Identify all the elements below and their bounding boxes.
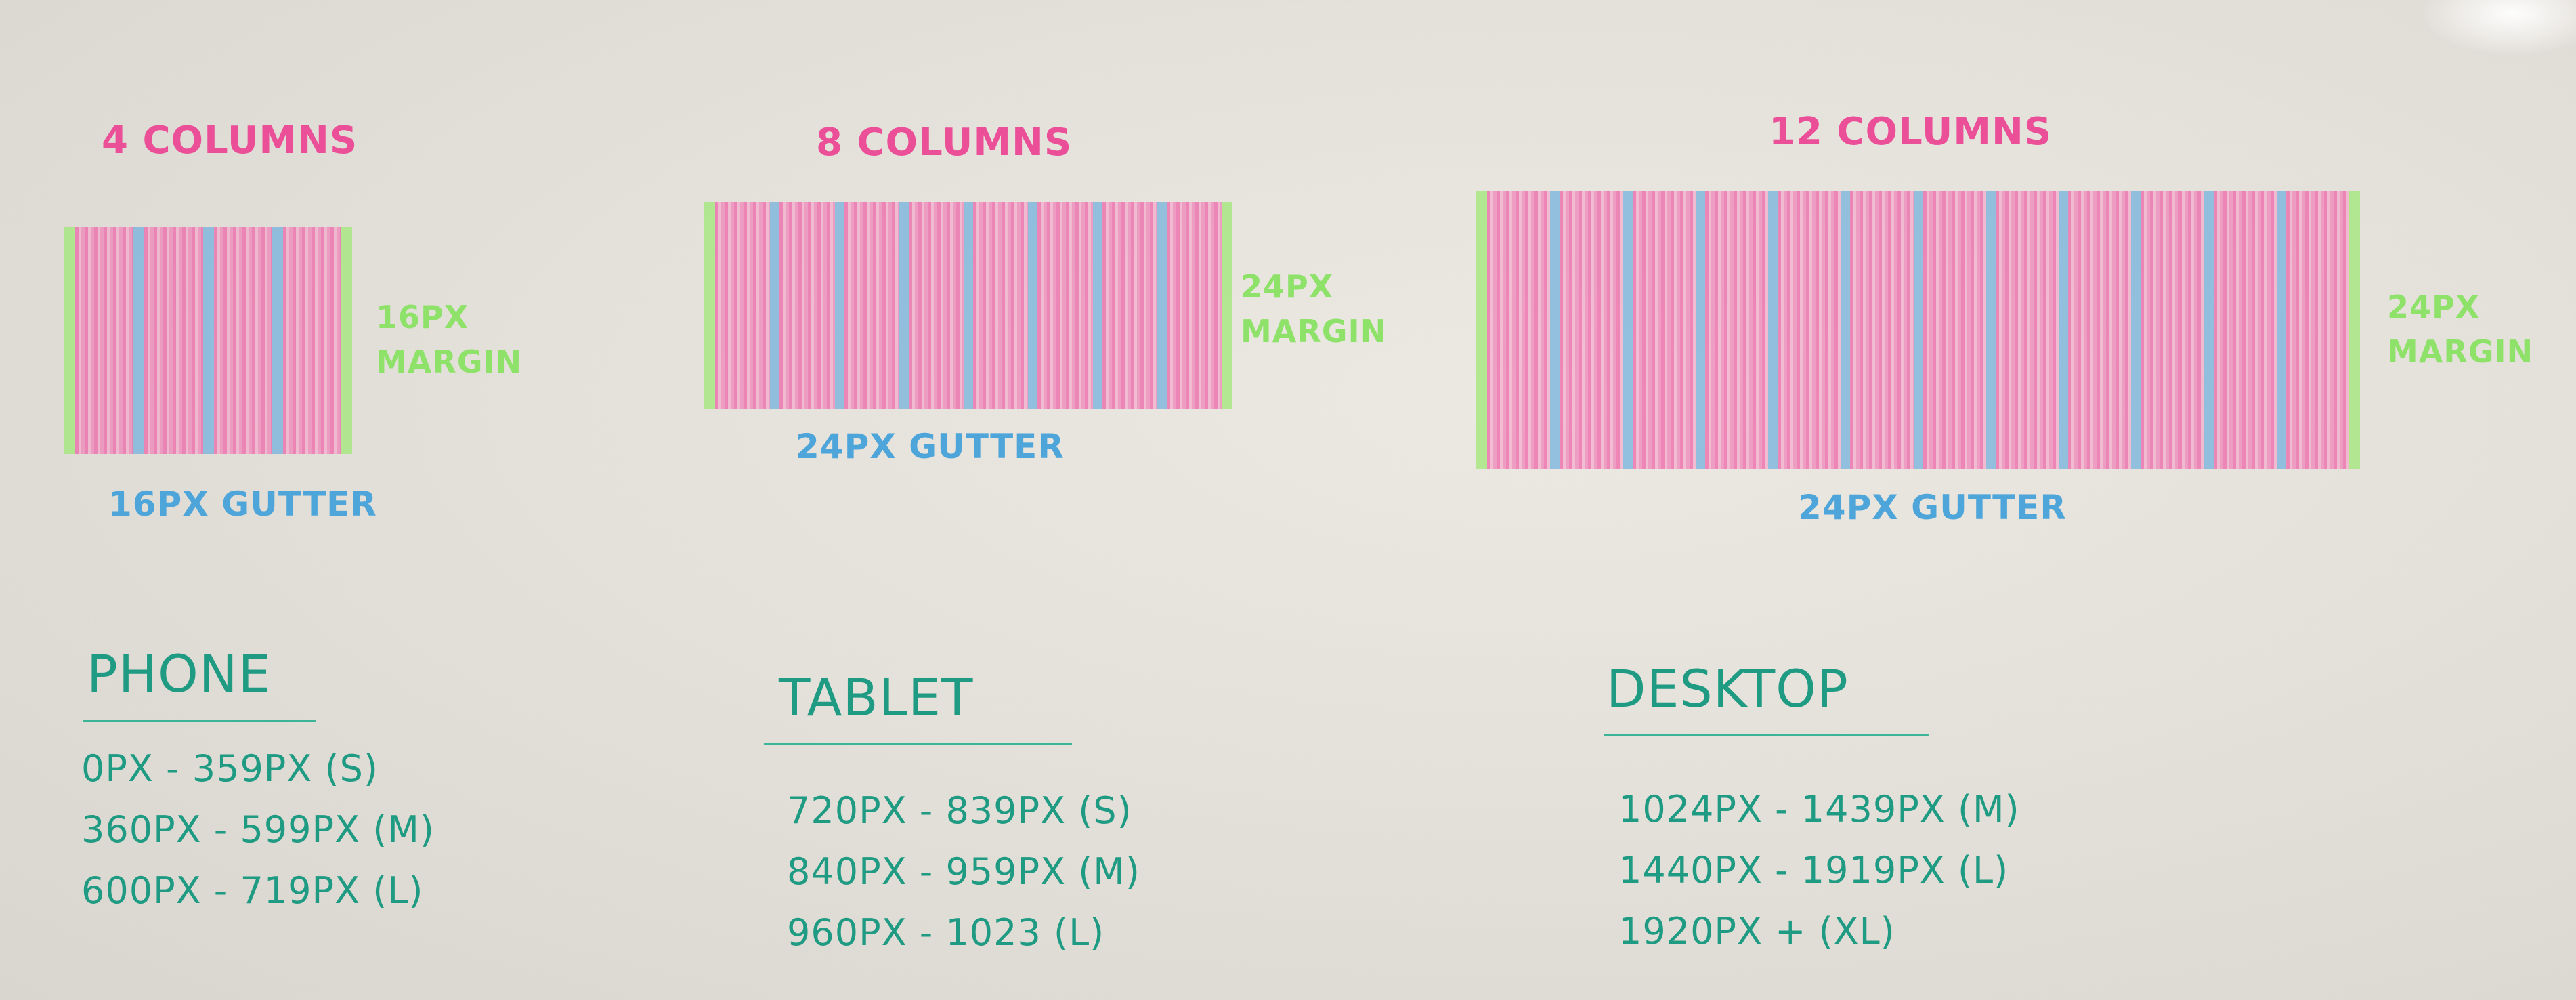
gutter-stroke: [1913, 191, 1923, 469]
gutter-stroke: [1092, 202, 1102, 409]
desktop-columns-title: 12 COLUMNS: [1769, 110, 2053, 154]
column-fill: [2068, 191, 2132, 469]
gutter-stroke: [2276, 191, 2286, 469]
desktop-margin-word: MARGIN: [2387, 333, 2534, 370]
gutter-stroke: [1550, 191, 1560, 469]
column-fill: [75, 227, 134, 454]
tablet-range-s: 720PX - 839PX (S): [787, 789, 1132, 832]
right-margin-stroke: [1222, 202, 1232, 409]
column-fill: [1995, 191, 2059, 469]
desktop-heading: DESKTOP: [1606, 659, 1849, 719]
column-fill: [1778, 191, 1841, 469]
column-fill: [213, 227, 272, 454]
column-fill: [908, 202, 964, 409]
gutter-stroke: [1695, 191, 1705, 469]
column-fill: [282, 227, 341, 454]
desktop-gutter-label: 24PX GUTTER: [1798, 488, 2067, 527]
gutter-stroke: [1985, 191, 1996, 469]
desktop-grid-sketch: [1476, 191, 2360, 469]
column-fill: [779, 202, 835, 409]
gutter-stroke: [964, 202, 973, 409]
phone-heading-underline: [83, 720, 316, 722]
column-fill: [715, 202, 771, 409]
tablet-grid-sketch: [704, 202, 1232, 409]
column-fill: [1102, 202, 1157, 409]
phone-margin-size: 16PX: [376, 299, 469, 335]
gutter-stroke: [2059, 191, 2068, 469]
phone-gutter-label: 16PX GUTTER: [108, 484, 377, 524]
desktop-breakpoint-list: 1024PX - 1439PX (M) 1440PX - 1919PX (L) …: [1618, 779, 2020, 962]
gutter-stroke: [133, 227, 145, 454]
tablet-breakpoint-list: 720PX - 839PX (S) 840PX - 959PX (M) 960P…: [787, 780, 1140, 963]
desktop-margin-size: 24PX: [2387, 289, 2481, 325]
phone-margin-word: MARGIN: [376, 343, 523, 380]
tablet-heading-underline: [764, 743, 1072, 745]
phone-range-m: 360PX - 599PX (M): [81, 808, 435, 851]
desktop-range-l: 1440PX - 1919PX (L): [1618, 849, 2009, 892]
phone-range-l: 600PX - 719PX (L): [81, 869, 424, 912]
column-fill: [844, 202, 899, 409]
phone-heading: PHONE: [87, 644, 272, 704]
column-fill: [2213, 191, 2277, 469]
tablet-gutter-label: 24PX GUTTER: [796, 427, 1065, 466]
desktop-range-xl: 1920PX + (XL): [1618, 910, 1895, 953]
column-fill: [2141, 191, 2204, 469]
gutter-stroke: [2204, 191, 2214, 469]
column-fill: [1632, 191, 1696, 469]
desktop-range-m: 1024PX - 1439PX (M): [1618, 788, 2020, 831]
gutter-stroke: [1768, 191, 1778, 469]
gutter-stroke: [2131, 191, 2141, 469]
phone-grid-sketch: [64, 227, 352, 454]
left-margin-stroke: [704, 202, 715, 409]
column-fill: [1704, 191, 1768, 469]
column-fill: [1487, 191, 1551, 469]
gutter-stroke: [272, 227, 283, 454]
gutter-stroke: [202, 227, 214, 454]
tablet-range-l: 960PX - 1023 (L): [787, 911, 1105, 954]
column-fill: [1560, 191, 1623, 469]
column-fill: [1850, 191, 1914, 469]
column-fill: [973, 202, 1029, 409]
gutter-stroke: [1028, 202, 1038, 409]
column-fill: [2285, 191, 2349, 469]
right-margin-stroke: [2349, 191, 2360, 469]
phone-margin-label: 16PX MARGIN: [376, 295, 522, 384]
phone-columns-title: 4 COLUMNS: [102, 119, 358, 163]
column-fill: [1166, 202, 1222, 409]
column-fill: [1923, 191, 1986, 469]
tablet-margin-label: 24PX MARGIN: [1241, 264, 1387, 354]
tablet-heading: TABLET: [779, 667, 974, 728]
phone-range-s: 0PX - 359PX (S): [81, 747, 379, 790]
gutter-stroke: [1157, 202, 1167, 409]
gutter-stroke: [834, 202, 844, 409]
gutter-stroke: [1841, 191, 1851, 469]
phone-breakpoint-list: 0PX - 359PX (S) 360PX - 599PX (M) 600PX …: [81, 738, 435, 921]
column-fill: [144, 227, 203, 454]
tablet-columns-title: 8 COLUMNS: [816, 121, 1073, 165]
column-fill: [1037, 202, 1093, 409]
left-margin-stroke: [64, 227, 75, 454]
light-glare: [2424, 0, 2576, 54]
tablet-margin-size: 24PX: [1241, 268, 1334, 305]
left-margin-stroke: [1476, 191, 1487, 469]
gutter-stroke: [1623, 191, 1633, 469]
desktop-heading-underline: [1604, 734, 1929, 736]
desktop-margin-label: 24PX MARGIN: [2387, 285, 2533, 374]
tablet-margin-word: MARGIN: [1241, 313, 1388, 350]
tablet-range-m: 840PX - 959PX (M): [787, 850, 1140, 893]
right-margin-stroke: [341, 227, 352, 454]
gutter-stroke: [770, 202, 780, 409]
gutter-stroke: [899, 202, 909, 409]
